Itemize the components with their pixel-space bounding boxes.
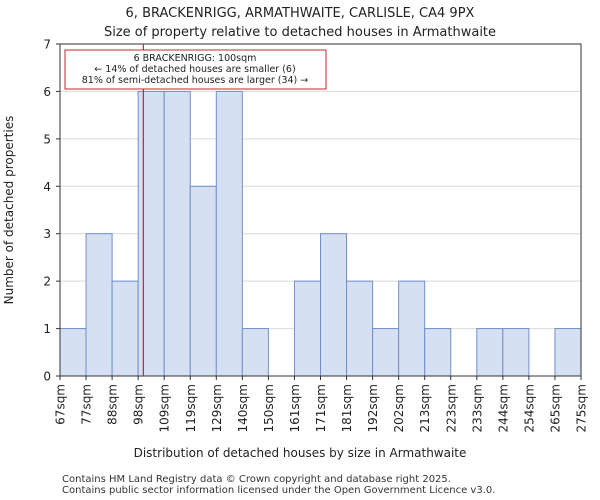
- x-tick-label: 171sqm: [314, 384, 328, 432]
- footer-line-2: Contains public sector information licen…: [62, 485, 496, 496]
- marker-annotation: 6 BRACKENRIGG: 100sqm ← 14% of detached …: [64, 49, 327, 90]
- chart-title-line-2: Size of property relative to detached ho…: [103, 25, 497, 40]
- y-axis-label: Number of detached properties: [2, 116, 16, 305]
- x-tick-label: 233sqm: [470, 384, 484, 432]
- bar-192sqm: [372, 328, 400, 377]
- y-tick-label: 2: [43, 275, 51, 289]
- footer-line-1: Contains HM Land Registry data © Crown c…: [62, 474, 451, 485]
- x-tick-label: 67sqm: [54, 384, 68, 425]
- y-tick-label: 5: [43, 132, 51, 146]
- x-tick-label: 129sqm: [210, 384, 224, 432]
- bar-67sqm: [59, 328, 87, 377]
- x-tick-label: 275sqm: [575, 384, 589, 432]
- x-tick-label: 161sqm: [288, 384, 302, 432]
- bar-140sqm: [241, 328, 269, 377]
- y-tick-label: 6: [43, 85, 51, 99]
- bar-265sqm: [554, 328, 582, 377]
- bar-244sqm: [502, 328, 530, 377]
- y-tick-label: 3: [43, 227, 51, 241]
- bar-171sqm: [320, 233, 348, 377]
- x-tick-label: 140sqm: [236, 384, 250, 432]
- x-tick-label: 192sqm: [366, 384, 380, 432]
- footer: Contains HM Land Registry data © Crown c…: [62, 474, 495, 496]
- annotation-line-1: 6 BRACKENRIGG: 100sqm: [134, 53, 257, 64]
- chart-title-line-1: 6, BRACKENRIGG, ARMATHWAITE, CARLISLE, C…: [125, 6, 475, 21]
- x-tick-label: 265sqm: [548, 384, 562, 432]
- bar-181sqm: [346, 280, 374, 377]
- bar-119sqm: [189, 185, 217, 377]
- x-tick-label: 223sqm: [444, 384, 458, 432]
- x-tick-label: 181sqm: [340, 384, 354, 432]
- chart-title: 6, BRACKENRIGG, ARMATHWAITE, CARLISLE, C…: [0, 4, 600, 42]
- x-tick-label: 77sqm: [80, 384, 94, 425]
- bar-161sqm: [293, 280, 322, 377]
- x-tick-label: 109sqm: [158, 384, 172, 432]
- x-tick-label: 254sqm: [522, 384, 536, 432]
- histogram-bars: [59, 90, 582, 377]
- bar-98sqm: [137, 90, 165, 377]
- x-tick-label: 150sqm: [262, 384, 276, 432]
- bar-88sqm: [111, 280, 139, 377]
- x-tick-label: 213sqm: [418, 384, 432, 432]
- x-tick-label: 244sqm: [496, 384, 510, 432]
- bar-213sqm: [424, 328, 452, 377]
- y-axis-ticks: 0 1 2 3 4 5 6 7: [43, 38, 60, 384]
- x-axis-ticks: 67sqm 77sqm 88sqm 98sqm 109sqm 119sqm 129sqm 14…: [54, 376, 589, 432]
- x-tick-label: 98sqm: [132, 384, 146, 425]
- y-tick-label: 4: [43, 180, 51, 194]
- x-tick-label: 119sqm: [184, 384, 198, 432]
- annotation-line-3: 81% of semi-detached houses are larger (…: [82, 75, 309, 86]
- bar-77sqm: [85, 233, 113, 377]
- annotation-line-2: ← 14% of detached houses are smaller (6): [94, 64, 295, 75]
- y-tick-label: 0: [43, 370, 51, 384]
- x-axis-label: Distribution of detached houses by size …: [134, 446, 467, 460]
- bar-129sqm: [215, 90, 243, 377]
- bar-109sqm: [163, 90, 191, 377]
- y-tick-label: 1: [43, 322, 51, 336]
- bar-233sqm: [476, 328, 504, 377]
- x-tick-label: 202sqm: [392, 384, 406, 432]
- y-tick-label: 7: [43, 38, 51, 52]
- bar-202sqm: [398, 280, 426, 377]
- annotation-box: [64, 49, 327, 90]
- x-tick-label: 88sqm: [106, 384, 120, 425]
